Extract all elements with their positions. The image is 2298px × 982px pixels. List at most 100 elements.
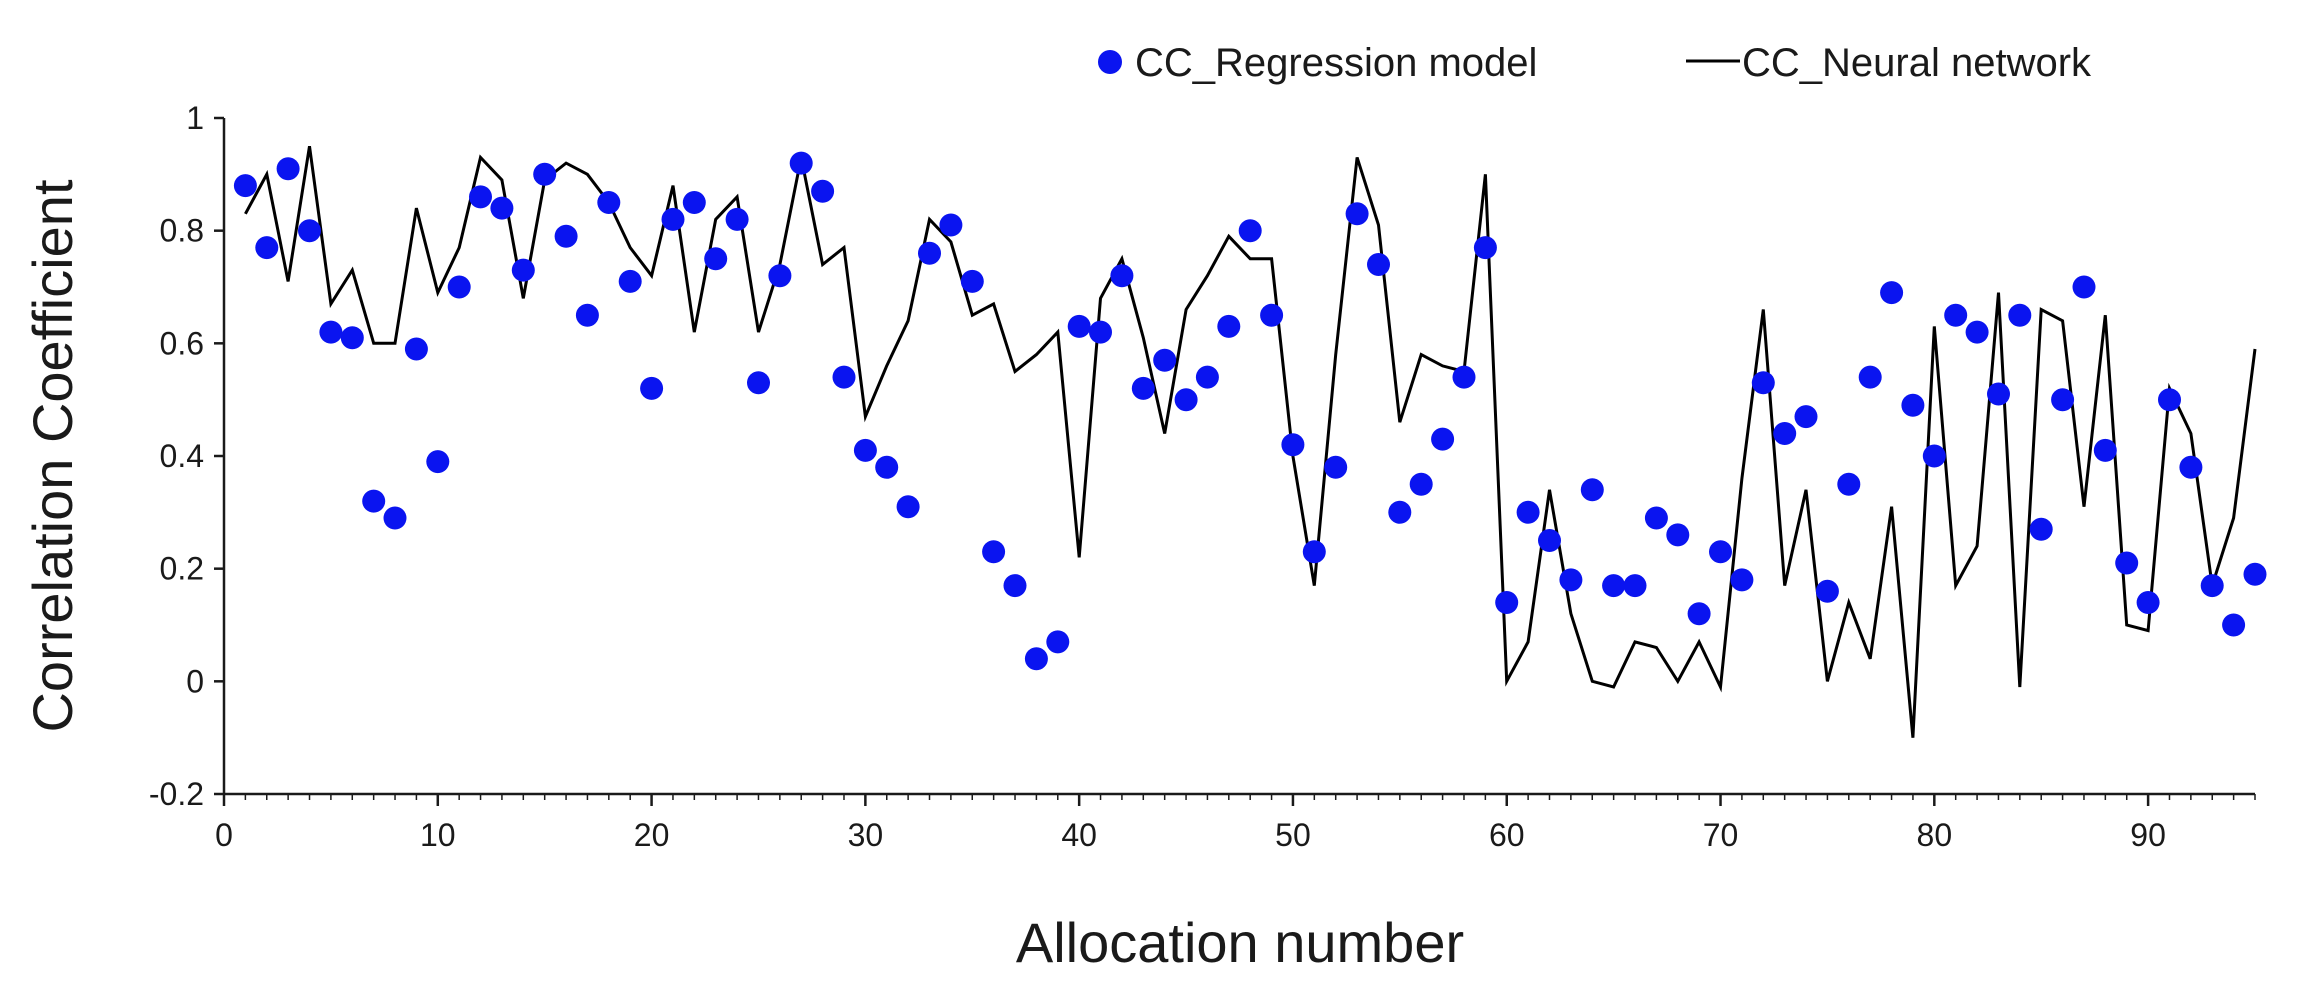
regression-point (1260, 303, 1284, 327)
regression-point (1217, 314, 1241, 338)
regression-point (1602, 574, 1626, 598)
legend-label-neural-network: CC_Neural network (1742, 41, 2092, 85)
regression-point (1067, 314, 1091, 338)
regression-point (597, 191, 621, 214)
y-ticks: -0.2 0 0.2 0.4 0.6 0.8 1 (149, 100, 224, 812)
regression-point (1174, 388, 1198, 412)
regression-point (511, 258, 535, 282)
x-tick-label: 0 (215, 817, 233, 853)
x-axis-title: Allocation number (1016, 911, 1464, 974)
regression-point (2222, 613, 2246, 637)
regression-point (1773, 422, 1797, 445)
regression-point (255, 236, 279, 260)
regression-point (704, 247, 728, 271)
regression-point (640, 376, 664, 400)
regression-point (2200, 574, 2224, 598)
y-tick-label: 1 (186, 100, 204, 136)
regression-point (1901, 393, 1925, 417)
regression-point (1046, 630, 1070, 654)
regression-point (2029, 517, 2053, 541)
regression-point (1281, 433, 1305, 457)
regression-point (426, 450, 450, 474)
regression-point (811, 179, 835, 203)
regression-point (725, 207, 749, 231)
x-tick-label: 10 (420, 817, 456, 853)
regression-point (1495, 591, 1519, 614)
regression-point (960, 269, 984, 293)
regression-point (2093, 438, 2117, 462)
regression-point (1559, 568, 1583, 592)
regression-point (447, 275, 471, 299)
regression-point (1944, 303, 1968, 327)
regression-point (2158, 388, 2181, 412)
regression-point (1580, 478, 1604, 502)
x-tick-label: 70 (1703, 817, 1739, 853)
regression-point (1473, 236, 1497, 260)
regression-point (533, 162, 557, 186)
y-tick-label: 0.8 (160, 213, 204, 249)
regression-point (1367, 253, 1390, 276)
regression-point (1003, 574, 1027, 598)
regression-point (918, 241, 941, 265)
regression-point (853, 438, 877, 462)
regression-model-points (233, 151, 2267, 671)
regression-point (832, 365, 856, 389)
y-tick-label: 0 (186, 663, 204, 699)
regression-point (1644, 506, 1668, 530)
regression-point (1238, 219, 1262, 243)
regression-point (1516, 500, 1540, 524)
regression-point (1623, 574, 1647, 598)
regression-point (875, 455, 899, 479)
x-tick-label: 30 (848, 817, 884, 853)
regression-point (298, 219, 321, 243)
regression-point (2136, 591, 2160, 614)
regression-point (1837, 472, 1861, 496)
regression-point (1452, 365, 1476, 389)
regression-point (1730, 568, 1754, 592)
regression-point (404, 337, 428, 361)
regression-point (1815, 579, 1839, 603)
regression-point (1409, 472, 1433, 496)
regression-point (1687, 602, 1711, 626)
x-tick-label: 90 (2130, 817, 2166, 853)
y-tick-label: -0.2 (149, 776, 204, 812)
regression-point (276, 157, 300, 181)
x-tick-label: 80 (1917, 817, 1953, 853)
regression-point (982, 540, 1006, 564)
regression-point (1987, 382, 2010, 406)
regression-point (362, 489, 386, 513)
y-tick-label: 0.4 (160, 438, 204, 474)
regression-point (618, 269, 642, 293)
regression-point (2115, 551, 2139, 575)
x-tick-label: 50 (1275, 817, 1311, 853)
y-tick-label: 0.2 (160, 551, 204, 587)
legend: CC_Regression model CC_Neural network (1098, 41, 2092, 85)
regression-point (1751, 371, 1775, 395)
regression-point (1794, 405, 1818, 429)
regression-point (682, 191, 706, 214)
y-tick-label: 0.6 (160, 325, 204, 361)
regression-point (1666, 523, 1690, 547)
regression-point (1880, 281, 1904, 305)
regression-point (2072, 275, 2096, 299)
x-tick-label: 40 (1061, 817, 1097, 853)
regression-point (1110, 264, 1134, 288)
legend-marker-regression (1098, 50, 1122, 74)
x-ticks: 0 10 20 30 40 50 60 70 80 90 (215, 794, 2256, 853)
regression-point (2008, 303, 2032, 327)
regression-point (554, 224, 578, 248)
y-axis-title: Correlation Coefficient (21, 179, 84, 732)
regression-point (575, 303, 599, 327)
regression-point (1388, 500, 1412, 524)
regression-point (1131, 376, 1155, 400)
regression-point (1089, 320, 1112, 344)
regression-point (1709, 540, 1732, 564)
regression-point (1858, 365, 1882, 389)
regression-point (768, 264, 792, 288)
regression-point (661, 207, 685, 231)
regression-point (789, 151, 813, 175)
regression-point (1195, 365, 1219, 389)
regression-point (2243, 562, 2267, 586)
regression-point (340, 326, 364, 350)
